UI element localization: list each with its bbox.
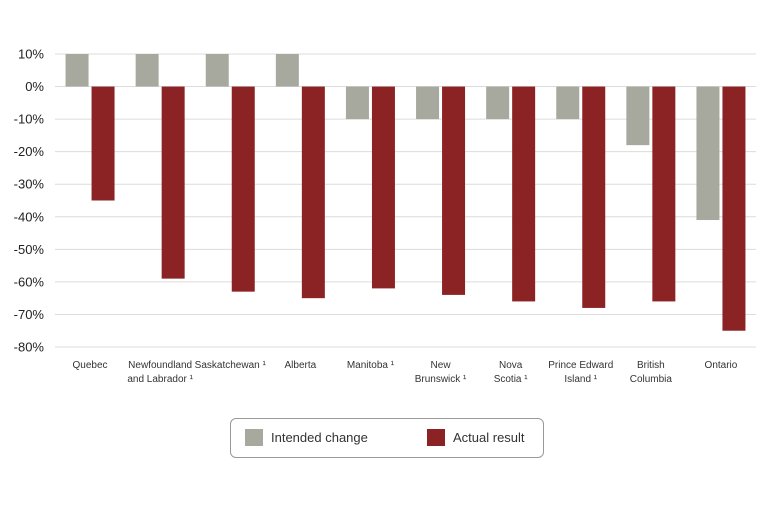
y-tick-label: -50% <box>14 242 45 257</box>
legend-swatch-actual <box>427 429 445 446</box>
legend-label-actual: Actual result <box>453 430 525 445</box>
legend-swatch-intended <box>245 429 263 446</box>
x-category-label: Ontario <box>705 360 738 371</box>
x-category-label: Saskatchewan ¹ <box>195 360 267 371</box>
bar-intended <box>135 54 159 87</box>
bar-intended <box>345 86 369 120</box>
y-tick-label: -60% <box>14 274 45 289</box>
x-category-label: New Brunswick ¹ <box>415 360 467 385</box>
bar-actual <box>301 86 325 299</box>
y-tick-label: -30% <box>14 177 45 192</box>
x-category-label: Prince Edward Island ¹ <box>548 360 613 385</box>
chart-legend: Intended change Actual result <box>230 418 544 458</box>
y-tick-label: -80% <box>14 340 45 355</box>
y-tick-label: -70% <box>14 307 45 322</box>
bar-actual <box>442 86 466 295</box>
y-tick-label: -40% <box>14 209 45 224</box>
y-tick-label: -20% <box>14 144 45 159</box>
bar-actual <box>371 86 395 289</box>
bar-intended <box>486 86 510 120</box>
legend-label-intended: Intended change <box>271 430 368 445</box>
x-category-label: Quebec <box>73 360 108 371</box>
bar-actual <box>231 86 255 292</box>
bar-actual <box>512 86 536 302</box>
bar-intended <box>556 86 580 120</box>
bar-actual <box>652 86 676 302</box>
bar-actual <box>582 86 606 308</box>
y-tick-label: -10% <box>14 112 45 127</box>
bar-intended <box>626 86 650 146</box>
bar-intended <box>205 54 229 87</box>
bar-intended <box>65 54 89 87</box>
legend-item-actual: Actual result <box>427 429 525 446</box>
bar-actual <box>91 86 115 201</box>
bar-chart: 10% 0% -10% -20% -30% -40% -50% -60% -70% -80% Que… <box>14 47 756 385</box>
x-category-label: Nova Scotia ¹ <box>494 360 529 385</box>
bar-intended <box>696 86 720 221</box>
x-category-label: British Columbia <box>630 360 673 385</box>
bar-intended <box>416 86 440 120</box>
bar-intended <box>275 54 299 87</box>
x-category-label: Alberta <box>285 360 317 371</box>
x-category-label: Newfoundland and Labrador ¹ <box>127 360 193 385</box>
y-tick-label: 10% <box>18 47 44 62</box>
x-category-label: Manitoba ¹ <box>347 360 395 371</box>
y-tick-label: 0% <box>25 79 44 94</box>
bar-actual <box>161 86 185 279</box>
bar-actual <box>722 86 746 331</box>
legend-item-intended: Intended change <box>245 429 368 446</box>
